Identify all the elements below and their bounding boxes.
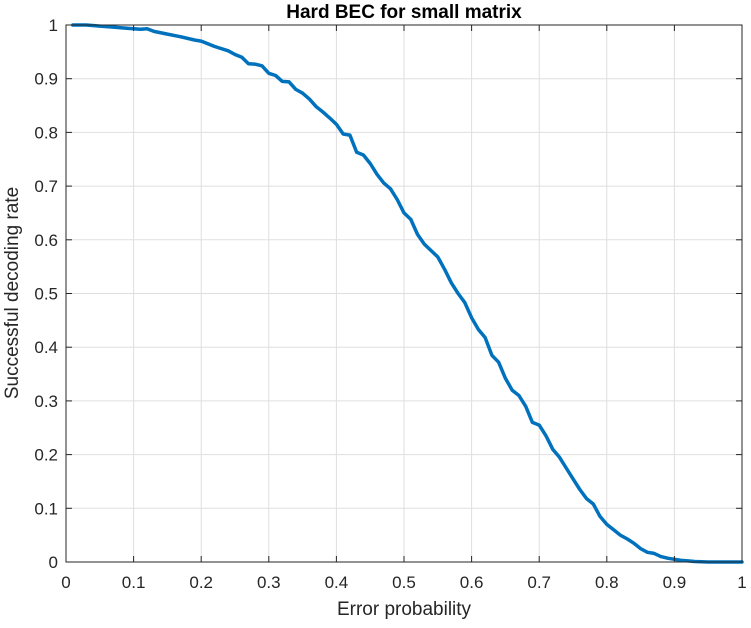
series-line bbox=[71, 23, 744, 564]
x-axis-label: Error probability bbox=[337, 599, 472, 620]
x-tick-label: 0.8 bbox=[595, 573, 619, 592]
y-tick-label: 0.6 bbox=[34, 231, 58, 250]
series-layer bbox=[71, 23, 744, 564]
y-axis-label: Successful decoding rate bbox=[2, 187, 23, 399]
x-tick-label: 0.6 bbox=[460, 573, 484, 592]
axis-ticks: 0 0.1 0.2 0.3 0.4 0.5 0.6 0.7 0.8 0.9 1 0 0.1 0.2 0.3 0… bbox=[34, 16, 746, 592]
y-tick-label: 0.4 bbox=[34, 338, 58, 357]
x-tick-label: 0.7 bbox=[527, 573, 551, 592]
x-tick-label: 0.1 bbox=[122, 573, 146, 592]
y-tick-label: 0.5 bbox=[34, 285, 58, 304]
x-tick-label: 0.9 bbox=[663, 573, 687, 592]
y-tick-label: 0.9 bbox=[34, 70, 58, 89]
x-tick-label: 0 bbox=[61, 573, 70, 592]
y-tick-label: 1 bbox=[49, 16, 58, 35]
x-tick-label: 0.2 bbox=[189, 573, 213, 592]
y-tick-label: 0.8 bbox=[34, 123, 58, 142]
x-tick-label: 1 bbox=[737, 573, 746, 592]
x-tick-label: 0.4 bbox=[325, 573, 349, 592]
y-tick-label: 0.1 bbox=[34, 499, 58, 518]
x-tick-label: 0.3 bbox=[257, 573, 281, 592]
chart-title: Hard BEC for small matrix bbox=[286, 2, 522, 23]
y-tick-label: 0.2 bbox=[34, 446, 58, 465]
y-tick-label: 0.7 bbox=[34, 177, 58, 196]
y-tick-label: 0 bbox=[49, 553, 58, 572]
x-tick-label: 0.5 bbox=[392, 573, 416, 592]
y-tick-label: 0.3 bbox=[34, 392, 58, 411]
